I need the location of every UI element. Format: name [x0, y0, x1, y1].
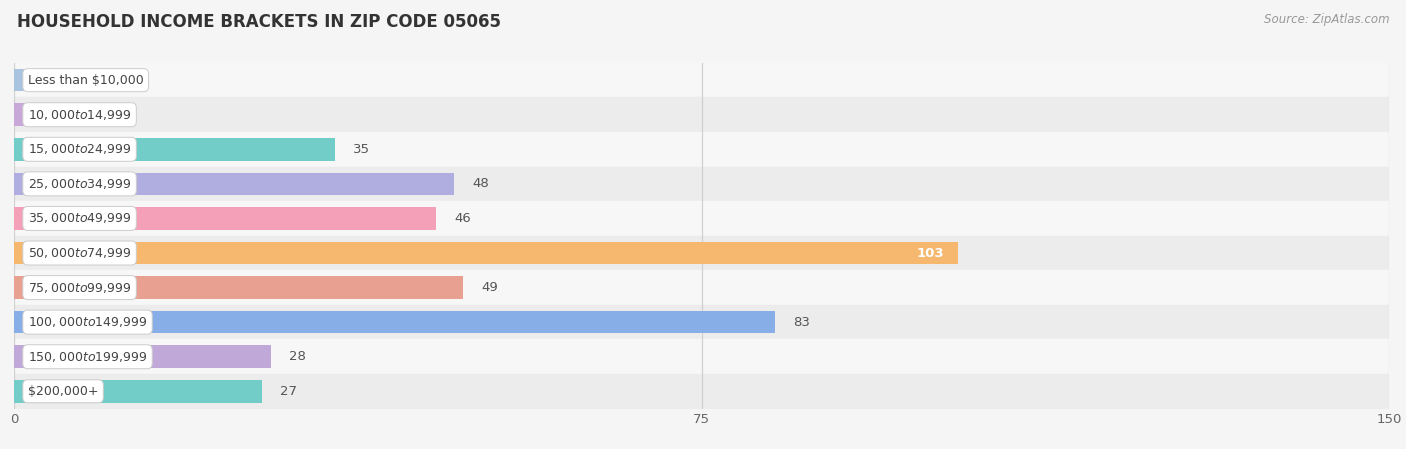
Bar — [14, 138, 335, 161]
Text: 83: 83 — [793, 316, 810, 329]
Text: $35,000 to $49,999: $35,000 to $49,999 — [28, 211, 131, 225]
Text: $150,000 to $199,999: $150,000 to $199,999 — [28, 350, 148, 364]
Bar — [14, 201, 1389, 236]
Bar — [14, 132, 1389, 167]
Bar — [14, 374, 1389, 409]
Text: 4: 4 — [69, 108, 77, 121]
Text: $50,000 to $74,999: $50,000 to $74,999 — [28, 246, 131, 260]
Bar — [14, 207, 436, 230]
Bar — [14, 270, 1389, 305]
Text: 103: 103 — [917, 247, 945, 260]
Bar — [14, 69, 105, 92]
Text: 46: 46 — [454, 212, 471, 225]
Bar — [14, 305, 1389, 339]
Text: $15,000 to $24,999: $15,000 to $24,999 — [28, 142, 131, 156]
Bar — [14, 339, 1389, 374]
Text: 10: 10 — [124, 74, 141, 87]
Bar — [14, 63, 1389, 97]
Text: 35: 35 — [353, 143, 370, 156]
Text: $10,000 to $14,999: $10,000 to $14,999 — [28, 108, 131, 122]
Bar — [14, 172, 454, 195]
Text: $200,000+: $200,000+ — [28, 385, 98, 398]
Text: HOUSEHOLD INCOME BRACKETS IN ZIP CODE 05065: HOUSEHOLD INCOME BRACKETS IN ZIP CODE 05… — [17, 13, 501, 31]
Bar — [14, 311, 775, 334]
Text: 28: 28 — [290, 350, 307, 363]
Bar — [14, 242, 959, 264]
Text: $25,000 to $34,999: $25,000 to $34,999 — [28, 177, 131, 191]
Text: 48: 48 — [472, 177, 489, 190]
Text: Source: ZipAtlas.com: Source: ZipAtlas.com — [1264, 13, 1389, 26]
Bar — [14, 380, 262, 403]
Bar — [14, 167, 1389, 201]
Bar — [14, 103, 51, 126]
Text: 27: 27 — [280, 385, 297, 398]
Bar — [14, 97, 1389, 132]
Bar — [14, 276, 463, 299]
Text: Less than $10,000: Less than $10,000 — [28, 74, 143, 87]
Text: $100,000 to $149,999: $100,000 to $149,999 — [28, 315, 148, 329]
Bar — [14, 236, 1389, 270]
Bar — [14, 345, 271, 368]
Text: 49: 49 — [482, 281, 498, 294]
Text: $75,000 to $99,999: $75,000 to $99,999 — [28, 281, 131, 295]
